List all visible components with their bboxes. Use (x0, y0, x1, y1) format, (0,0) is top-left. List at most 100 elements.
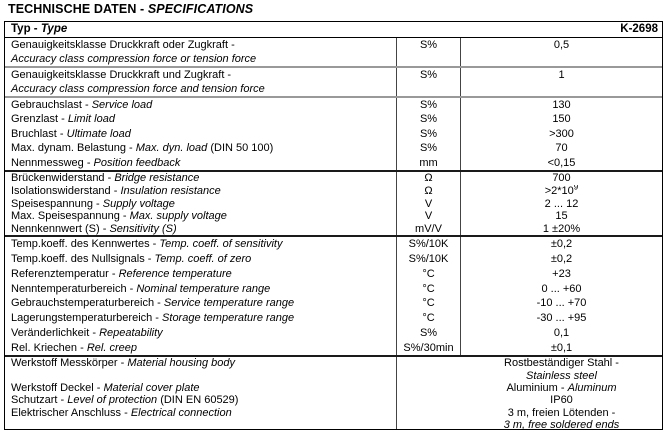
spec-label-en: Position feedback (93, 156, 181, 169)
spec-label-cell: Nenntemperaturbereich - Nominal temperat… (5, 282, 396, 297)
spec-unit-cell: S% (396, 97, 460, 113)
spec-unit-cell: mV/V (396, 222, 460, 236)
spec-label-cell: Genauigkeitsklasse Druckkraft oder Zugkr… (5, 38, 396, 66)
spec-unit: S% (419, 326, 438, 339)
spec-label-cell: Speisespannung - Supply voltage (5, 198, 396, 211)
spec-value: >2*10 (544, 185, 574, 198)
spec-value: 1 ±20% (542, 222, 581, 235)
spec-value: 130 (552, 98, 571, 111)
spec-value: 2 ... 12 (544, 197, 579, 210)
spec-label-de: Nennkennwert (S) - (11, 222, 107, 235)
spec-unit-cell: V (396, 210, 460, 223)
spec-unit: °C (422, 267, 435, 280)
spec-value-cell: -30 ... +95 (460, 311, 662, 326)
spec-unit-cell: S%/10K (396, 252, 460, 267)
spec-value-exponent: 9 (573, 185, 579, 192)
spec-section: Temp.koeff. des Kennwertes - Temp. coeff… (5, 235, 662, 356)
spec-label-cell: Temp.koeff. des Nullsignals - Temp. coef… (5, 252, 396, 267)
spec-row: Temp.koeff. des Nullsignals - Temp. coef… (5, 252, 662, 267)
spec-label-cell: Bruchlast - Ultimate load (5, 127, 396, 142)
spec-value-cell: >300 (460, 126, 662, 142)
spec-unit-cell: mm (396, 155, 460, 171)
material-value-line: Rostbeständiger Stahl - (461, 357, 662, 369)
spec-table: Typ - Type K-2698 Genauigkeitsklasse Dru… (4, 21, 663, 431)
spec-value: 70 (555, 142, 568, 155)
spec-value: 700 (552, 172, 571, 185)
material-values-column: Rostbeständiger Stahl - Stainless steel Al… (396, 357, 662, 431)
spec-value: 15 (555, 210, 568, 223)
spec-row: Bruchlast - Ultimate load S% >300 (5, 126, 662, 142)
spec-row: Max. Speisespannung - Max. supply voltag… (5, 210, 662, 223)
spec-row: Grenzlast - Limit load S% 150 (5, 112, 662, 127)
spec-unit: V (424, 197, 433, 210)
spec-unit: °C (422, 312, 435, 325)
spec-value: ±0,1 (550, 341, 573, 354)
spec-value: 0 ... +60 (541, 282, 582, 295)
spec-value-cell: 1 (460, 67, 662, 96)
material-value-line: Aluminium - Aluminum (461, 382, 662, 394)
spec-label-cell: Genauigkeitsklasse Druckkraft und Zugkra… (5, 68, 396, 96)
spec-label-de: Max. dynam. Belastung - (11, 142, 133, 155)
spec-label-suffix: (DIN 50 100) (210, 142, 274, 155)
spec-label-de: Veränderlichkeit - (11, 326, 96, 339)
material-label-de: Werkstoff Deckel - (11, 382, 101, 395)
spec-value-cell: ±0,2 (460, 237, 662, 253)
spec-label-en: Service temperature range (163, 297, 295, 310)
spec-row: Gebrauchstemperaturbereich - Service tem… (5, 296, 662, 312)
spec-label-en: Nominal temperature range (136, 282, 271, 295)
spec-value-cell: 15 (460, 210, 662, 223)
material-value-en: Stainless steel (526, 369, 597, 382)
material-value-line: 3 m, freien Lötenden - (461, 407, 662, 419)
page-title-en: SPECIFICATIONS (147, 2, 254, 16)
type-label-de: Typ - (11, 23, 38, 35)
spec-label-de: Referenztemperatur - (11, 267, 116, 280)
spec-unit-cell: °C (396, 281, 460, 297)
spec-unit-cell: S% (396, 37, 460, 66)
spec-label-en: Max. supply voltage (129, 210, 227, 223)
spec-value: 0,5 (553, 38, 570, 51)
spec-label-cell: Rel. Kriechen - Rel. creep (5, 341, 396, 356)
material-label-line: Werkstoff Messkörper - Material housing … (11, 357, 396, 369)
type-label: Typ - Type (5, 22, 620, 37)
spec-label-en: Temp. coeff. of sensitivity (159, 238, 283, 251)
spec-label-cell: Temp.koeff. des Kennwertes - Temp. coeff… (5, 237, 396, 252)
spec-unit: °C (422, 297, 435, 310)
spec-label-en: Max. dyn. load (135, 142, 208, 155)
spec-value-cell: ±0,1 (460, 340, 662, 356)
material-value-line: Stainless steel (461, 370, 662, 382)
spec-value-cell: 1 ±20% (460, 222, 662, 236)
material-label-de: Werkstoff Messkörper - (11, 357, 125, 370)
spec-value: <0,15 (547, 156, 576, 169)
spec-value-cell: 70 (460, 141, 662, 156)
spec-unit: S%/30min (403, 341, 454, 354)
spec-row: Temp.koeff. des Kennwertes - Temp. coeff… (5, 237, 662, 253)
spec-row: Nenntemperaturbereich - Nominal temperat… (5, 281, 662, 297)
material-value-line: 3 m, free soldered ends (461, 419, 662, 431)
spec-value-cell: >2*109 (460, 185, 662, 198)
spec-value: 150 (552, 113, 571, 126)
spec-value: ±0,2 (550, 253, 573, 266)
spec-unit: S% (419, 68, 438, 81)
spec-label-en: Supply voltage (102, 197, 175, 210)
spec-label-cell: Referenztemperatur - Reference temperatu… (5, 267, 396, 282)
spec-unit-cell: °C (396, 311, 460, 326)
spec-label-en: Rel. creep (86, 341, 137, 354)
spec-label-de: Temp.koeff. des Kennwertes - (11, 238, 157, 251)
spec-label-cell: Isolationswiderstand - Insulation resist… (5, 185, 396, 198)
spec-unit: S% (419, 113, 438, 126)
material-label-suffix: (DIN EN 60529) (160, 394, 239, 407)
spec-value-cell: ±0,2 (460, 252, 662, 267)
spec-label-cell: Max. dynam. Belastung - Max. dyn. load (… (5, 141, 396, 156)
spec-label-cell: Grenzlast - Limit load (5, 112, 396, 127)
spec-label-en: Limit load (67, 113, 115, 126)
spec-label-cell: Nennmessweg - Position feedback (5, 156, 396, 171)
spec-label-de: Isolationswiderstand - (11, 185, 118, 198)
spec-label-de: Nennmessweg - (11, 156, 91, 169)
material-label-en: Level of protection (67, 394, 158, 407)
spec-unit-cell: S% (396, 126, 460, 142)
spec-section: Brückenwiderstand - Bridge resistance Ω 70… (5, 170, 662, 236)
spec-label-cell: Nennkennwert (S) - Sensitivity (S) (5, 223, 396, 236)
spec-label-en: Repeatability (99, 326, 163, 339)
spec-label-en: Ultimate load (66, 127, 131, 140)
spec-unit: S%/10K (408, 238, 449, 251)
